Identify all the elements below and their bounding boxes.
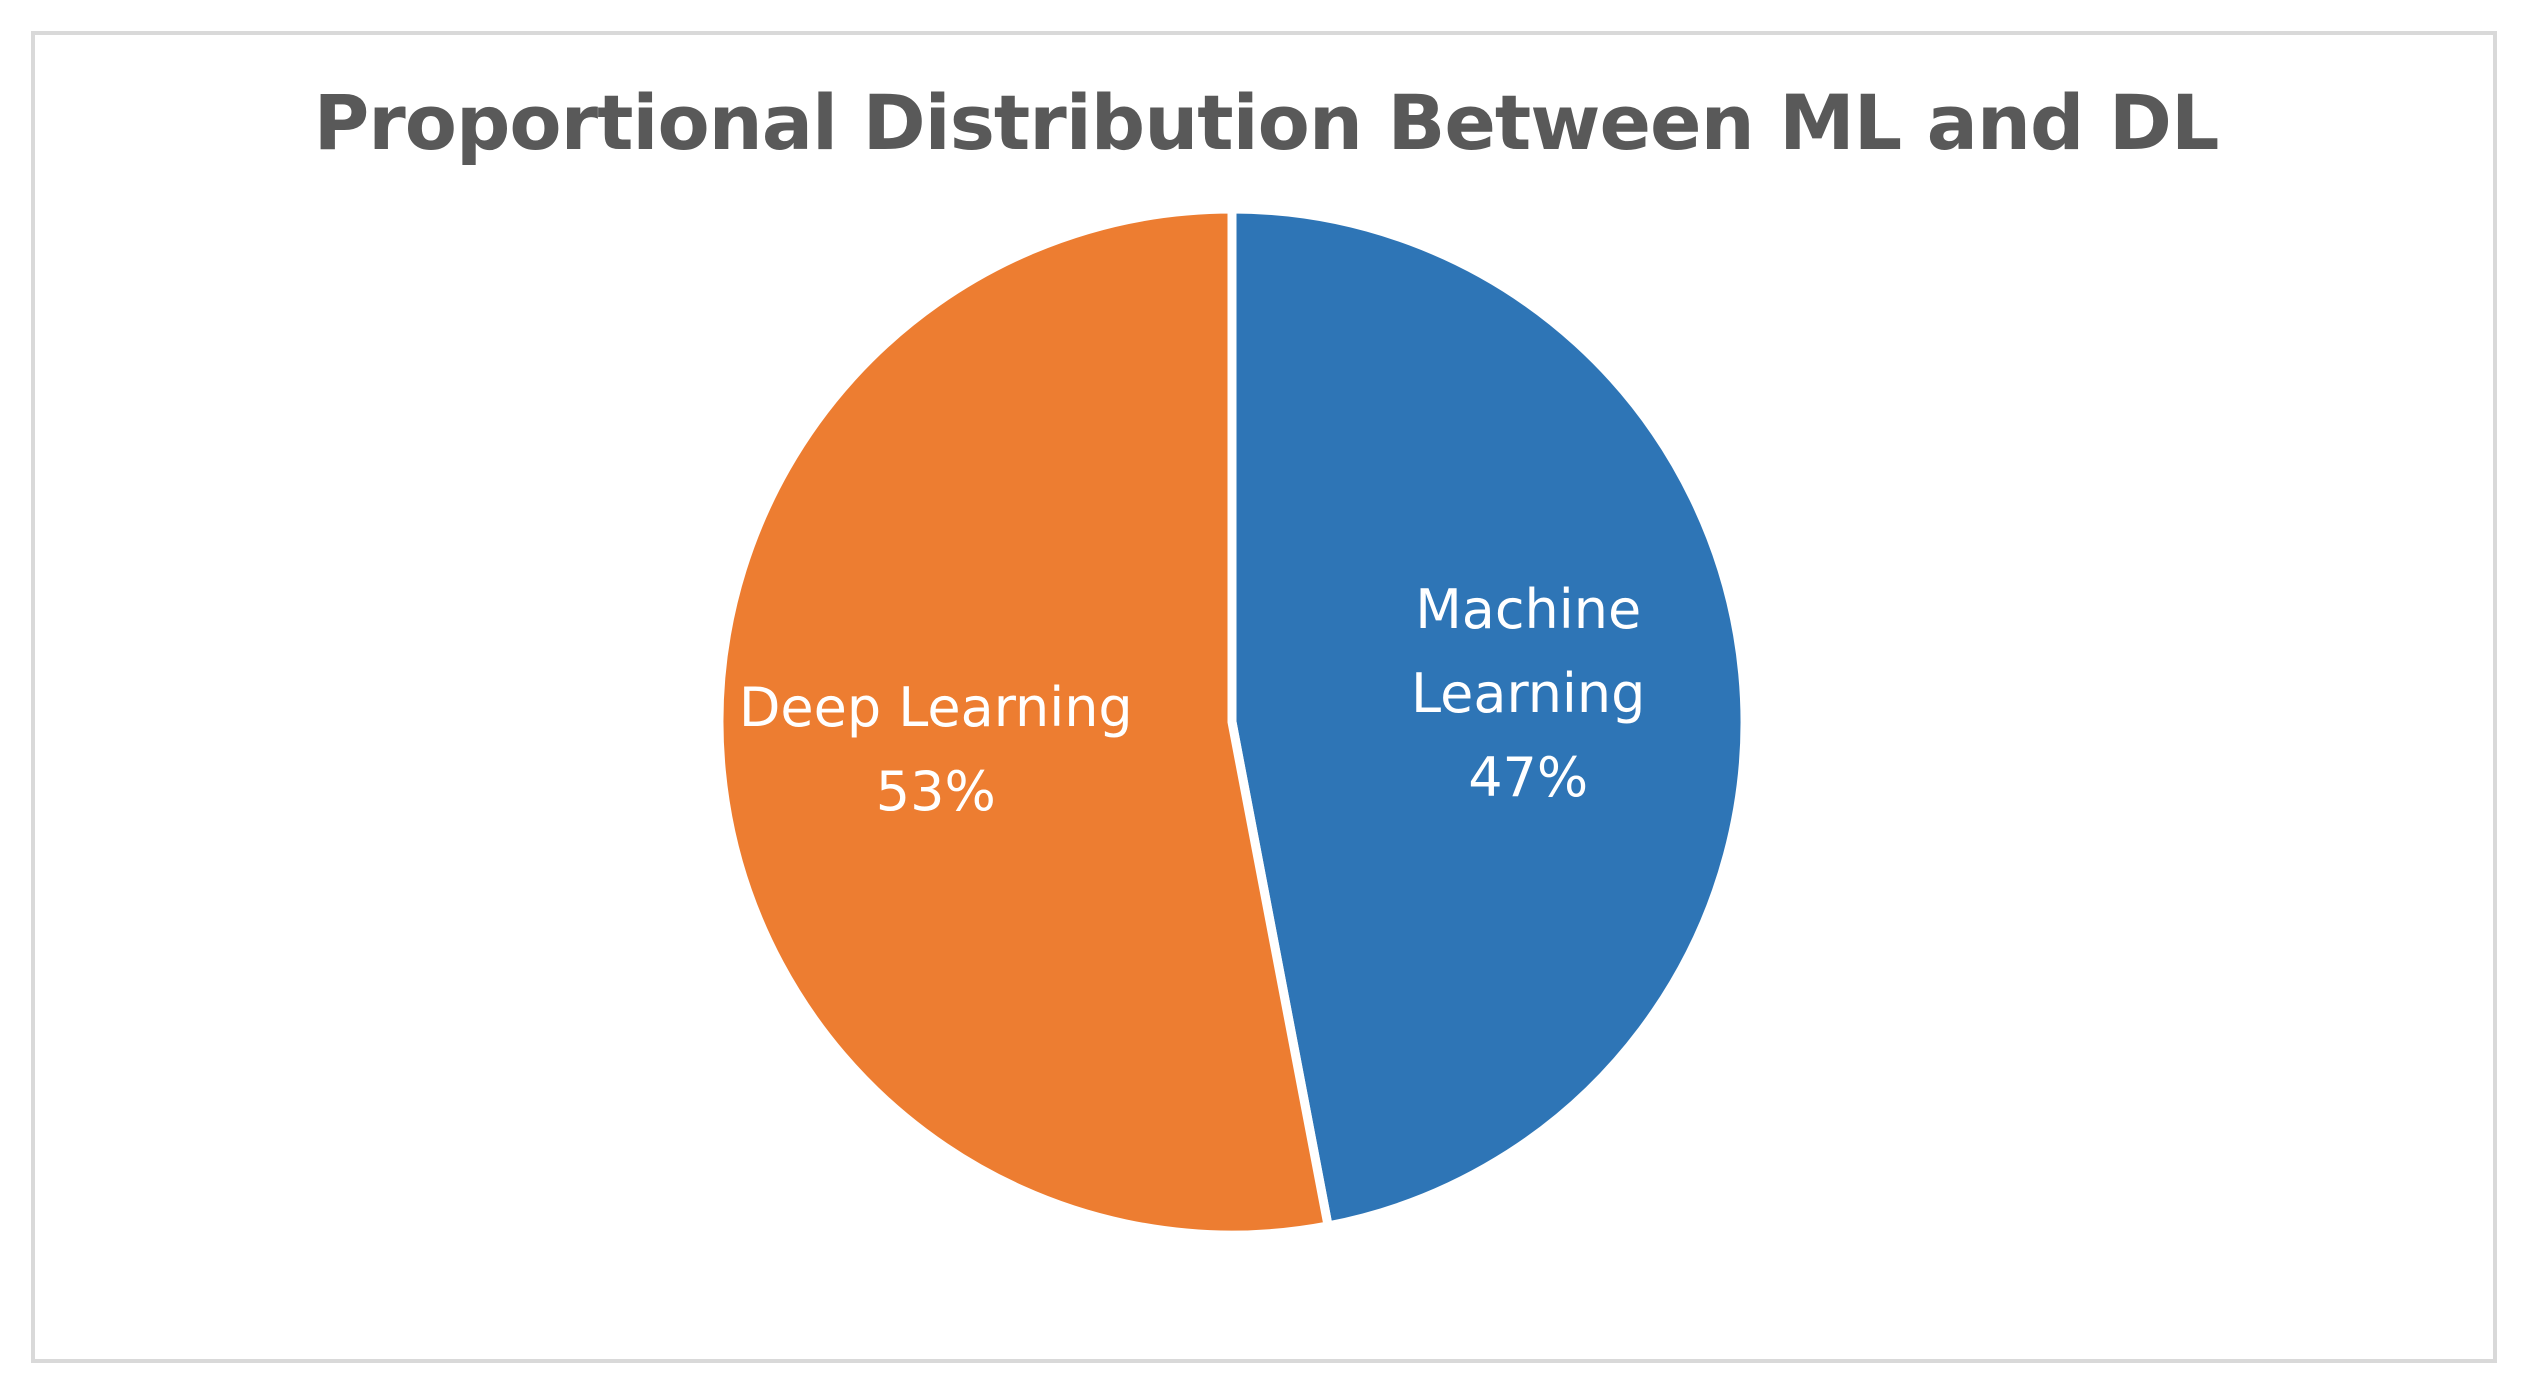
data-label-category: Deep Learning [739,676,1133,739]
pie-slice-deep-learning [714,204,1333,1240]
pie-slice-machine-learning [1227,204,1750,1231]
data-label-percent: 53% [876,760,996,823]
data-label-machine-learning: Machine Learning 47% [1411,578,1645,809]
data-label-percent: 47% [1468,746,1588,809]
data-label-category: Learning [1411,662,1645,725]
pie-slices [714,204,1750,1240]
data-label-category: Machine [1415,578,1641,641]
chart-title: Proportional Distribution Between ML and… [313,78,2220,167]
data-label-deep-learning: Deep Learning 53% [739,676,1133,823]
pie-data-labels: Machine Learning 47% Deep Learning 53% [739,578,1646,823]
